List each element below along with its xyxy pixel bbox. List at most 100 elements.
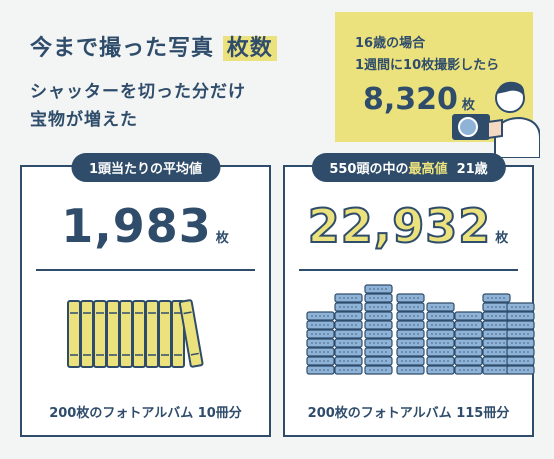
- album-icon: [506, 365, 535, 375]
- album-icon: [396, 311, 425, 321]
- album-icon: [426, 347, 455, 357]
- album-icon: [334, 347, 363, 357]
- info-value-number: 8,320: [363, 82, 458, 117]
- max-label: 550頭の中の最高値 21歳: [311, 153, 506, 182]
- album-icon: [506, 338, 535, 348]
- max-value-number: 22,932: [307, 198, 492, 254]
- album-icon: [482, 347, 511, 357]
- album-icon: [396, 365, 425, 375]
- album-icon: [306, 356, 335, 366]
- album-icon: [454, 347, 483, 357]
- album-icon: [306, 311, 335, 321]
- album-icon: [454, 338, 483, 348]
- album-icon: [454, 320, 483, 330]
- album-icon: [426, 365, 455, 375]
- average-card: 1頭当たりの平均値 1,983 枚 200枚のフォトアルバム 10冊分: [20, 153, 271, 437]
- subtitle: シャッターを切った分だけ 宝物が増えた: [30, 78, 246, 134]
- album-icon: [364, 338, 393, 348]
- album-icon: [506, 329, 535, 339]
- max-label-prefix: 550頭の中の: [329, 162, 409, 177]
- max-label-suffix: 21歳: [456, 162, 488, 177]
- average-value-number: 1,983: [61, 199, 212, 253]
- title-main: 今まで撮った写真: [30, 36, 215, 61]
- album-icon: [306, 347, 335, 357]
- album-icon: [506, 302, 535, 312]
- photo-albums-illustration: [67, 299, 204, 368]
- album-icon: [426, 329, 455, 339]
- info-line-1: 16歳の場合: [355, 36, 426, 51]
- album-icon: [364, 329, 393, 339]
- album-icon: [506, 347, 535, 357]
- album-icon: [396, 293, 425, 303]
- max-value: 22,932 枚: [285, 198, 532, 254]
- album-icon: [396, 320, 425, 330]
- album-icon: [482, 365, 511, 375]
- album-icon: [364, 302, 393, 312]
- album-icon: [482, 293, 511, 303]
- info-box: 16歳の場合 1週間に10枚撮影したら 8,320 枚: [335, 12, 533, 142]
- album-icon: [334, 329, 363, 339]
- max-label-highlight: 最高値: [408, 162, 448, 177]
- album-icon: [426, 338, 455, 348]
- album-icon: [454, 329, 483, 339]
- album-icon: [80, 300, 94, 368]
- title-highlight: 枚数: [222, 36, 277, 61]
- album-icon: [334, 311, 363, 321]
- album-icon: [132, 300, 146, 368]
- album-icon: [334, 365, 363, 375]
- album-icon: [306, 338, 335, 348]
- album-icon: [334, 338, 363, 348]
- album-icon: [506, 356, 535, 366]
- album-icon: [334, 356, 363, 366]
- album-icon: [364, 311, 393, 321]
- album-icon: [426, 302, 455, 312]
- average-value: 1,983 枚: [22, 199, 269, 253]
- subtitle-line-1: シャッターを切った分だけ: [30, 82, 246, 102]
- album-stacks-illustration: [306, 284, 535, 375]
- album-icon: [306, 329, 335, 339]
- album-icon: [364, 365, 393, 375]
- album-icon: [396, 338, 425, 348]
- album-icon: [171, 300, 185, 368]
- album-icon: [426, 320, 455, 330]
- album-icon: [396, 356, 425, 366]
- album-icon: [482, 338, 511, 348]
- album-icon: [334, 302, 363, 312]
- album-icon: [396, 302, 425, 312]
- divider: [299, 269, 518, 271]
- max-value-unit: 枚: [495, 231, 510, 246]
- average-caption: 200枚のフォトアルバム 10冊分: [49, 406, 242, 421]
- album-icon: [306, 320, 335, 330]
- album-icon: [426, 311, 455, 321]
- album-icon: [334, 293, 363, 303]
- album-icon: [364, 320, 393, 330]
- subtitle-line-2: 宝物が増えた: [30, 110, 138, 130]
- album-icon: [482, 320, 511, 330]
- average-label: 1頭当たりの平均値: [70, 153, 221, 182]
- album-icon: [306, 365, 335, 375]
- page-title: 今まで撮った写真 枚数: [30, 30, 277, 62]
- album-icon: [158, 300, 172, 368]
- album-icon: [506, 320, 535, 330]
- max-card: 550頭の中の最高値 21歳 22,932 枚 200枚のフォトアルバム 115冊…: [283, 153, 535, 437]
- album-icon: [506, 311, 535, 321]
- album-icon: [482, 329, 511, 339]
- album-icon: [334, 320, 363, 330]
- album-icon: [396, 329, 425, 339]
- album-icon: [454, 311, 483, 321]
- info-value-unit: 枚: [461, 98, 475, 113]
- album-icon: [106, 300, 120, 368]
- max-caption: 200枚のフォトアルバム 115冊分: [307, 406, 510, 421]
- info-line-2: 1週間に10枚撮影したら: [355, 58, 500, 73]
- divider: [36, 269, 255, 271]
- album-icon: [482, 356, 511, 366]
- info-value: 8,320 枚: [363, 82, 475, 117]
- album-icon: [145, 300, 159, 368]
- album-icon: [119, 300, 133, 368]
- album-icon: [482, 302, 511, 312]
- album-icon: [454, 356, 483, 366]
- album-icon: [364, 347, 393, 357]
- album-icon: [364, 293, 393, 303]
- album-icon: [426, 356, 455, 366]
- photographer-illustration: [452, 81, 540, 158]
